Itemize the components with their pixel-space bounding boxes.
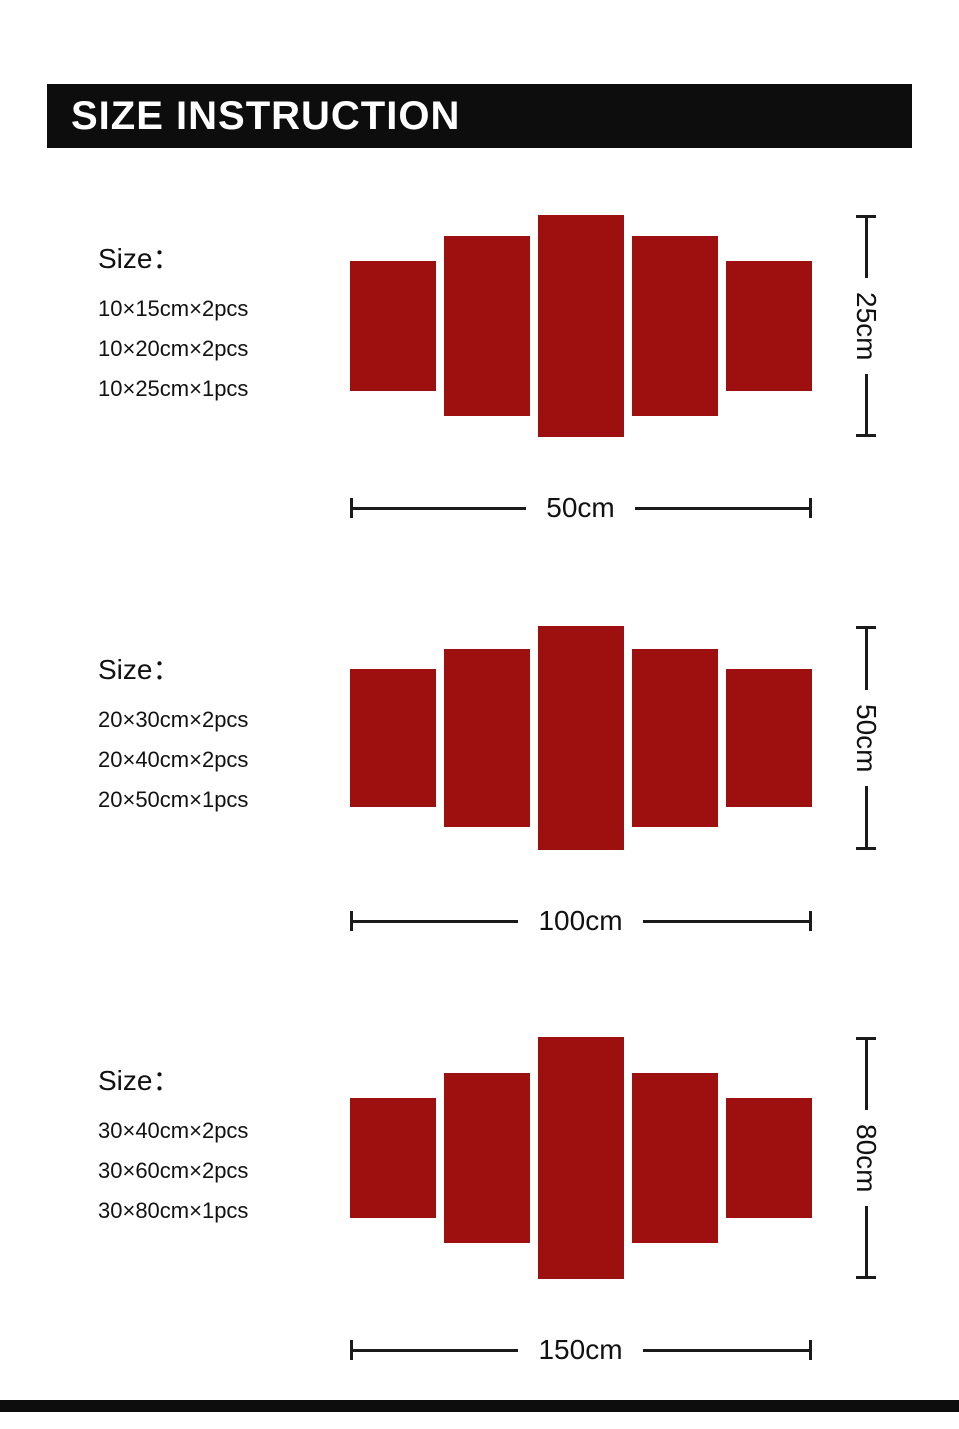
width-dimension: 50cm [349, 492, 812, 524]
dimension-line [352, 1348, 519, 1352]
panel-diagram: 100cm [340, 626, 821, 937]
header-bar: SIZE INSTRUCTION [47, 84, 912, 148]
width-label: 100cm [538, 905, 623, 936]
canvas-panel [349, 1098, 436, 1218]
size-section-medium: Size： 20×30cm×2pcs 20×40cm×2pcs 20×50cm×… [48, 626, 911, 937]
size-spec: 20×40cm×2pcs [98, 747, 249, 772]
height-label: 25cm [851, 291, 882, 361]
dimension-line [864, 1206, 868, 1276]
width-label: 150cm [538, 1334, 623, 1365]
dimension-tick [808, 498, 812, 518]
width-label: 50cm [546, 492, 615, 523]
canvas-panel [443, 236, 530, 416]
panel-diagram: 150cm [340, 1037, 821, 1366]
panel-diagram: 50cm [340, 215, 821, 524]
height-dimension: 50cm [850, 626, 882, 850]
dimension-line [864, 786, 868, 847]
size-spec: 10×25cm×1pcs [98, 376, 249, 401]
dimension-line [642, 919, 809, 923]
canvas-panel [631, 649, 718, 827]
canvas-panel-group [349, 215, 812, 437]
dimension-line [864, 629, 868, 690]
size-spec: 10×15cm×2pcs [98, 296, 249, 321]
dimension-tick [349, 498, 353, 518]
canvas-panel [725, 1098, 812, 1218]
canvas-panel [537, 1037, 624, 1279]
dimension-tick [856, 1276, 876, 1279]
dimension-tick [856, 1037, 876, 1040]
canvas-panel [725, 261, 812, 391]
dimension-line [634, 506, 809, 510]
canvas-panel [631, 236, 718, 416]
size-spec: 30×40cm×2pcs [98, 1118, 249, 1143]
height-dimension-area: 25cm [821, 215, 911, 524]
width-dimension: 150cm [349, 1334, 812, 1366]
height-dimension: 80cm [850, 1037, 882, 1279]
size-label: Size： [98, 654, 181, 685]
size-spec: 30×80cm×1pcs [98, 1198, 249, 1223]
size-section-large: Size： 30×40cm×2pcs 30×60cm×2pcs 30×80cm×… [48, 1037, 911, 1366]
dimension-tick [349, 1340, 353, 1360]
canvas-panel [631, 1073, 718, 1243]
canvas-panel-group [349, 1037, 812, 1279]
height-label: 80cm [851, 1123, 882, 1193]
dimension-line [864, 1040, 868, 1110]
dimension-line [352, 919, 519, 923]
dimension-tick [856, 626, 876, 629]
size-info: Size： 20×30cm×2pcs 20×40cm×2pcs 20×50cm×… [48, 626, 340, 937]
size-spec: 30×60cm×2pcs [98, 1158, 249, 1183]
canvas-panel [537, 215, 624, 437]
page-title: SIZE INSTRUCTION [71, 93, 461, 138]
height-dimension-area: 80cm [821, 1037, 911, 1366]
height-dimension-area: 50cm [821, 626, 911, 937]
canvas-panel-group [349, 626, 812, 850]
height-dimension: 25cm [850, 215, 882, 437]
size-section-small: Size： 10×15cm×2pcs 10×20cm×2pcs 10×25cm×… [48, 215, 911, 524]
dimension-line [864, 374, 868, 434]
dimension-tick [808, 1340, 812, 1360]
size-label: Size： [98, 243, 181, 274]
dimension-line [642, 1348, 809, 1352]
canvas-panel [349, 261, 436, 391]
height-label: 50cm [851, 703, 882, 773]
dimension-line [864, 218, 868, 278]
size-info: Size： 30×40cm×2pcs 30×60cm×2pcs 30×80cm×… [48, 1037, 340, 1366]
canvas-panel [349, 669, 436, 807]
dimension-tick [856, 847, 876, 850]
canvas-panel [443, 649, 530, 827]
dimension-line [352, 506, 527, 510]
canvas-panel [725, 669, 812, 807]
canvas-panel [537, 626, 624, 850]
size-spec: 20×30cm×2pcs [98, 707, 249, 732]
dimension-tick [349, 911, 353, 931]
size-info: Size： 10×15cm×2pcs 10×20cm×2pcs 10×25cm×… [48, 215, 340, 524]
bottom-bar [0, 1400, 959, 1412]
dimension-tick [856, 215, 876, 218]
size-spec: 10×20cm×2pcs [98, 336, 249, 361]
width-dimension: 100cm [349, 905, 812, 937]
dimension-tick [856, 434, 876, 437]
size-spec: 20×50cm×1pcs [98, 787, 249, 812]
size-label: Size： [98, 1065, 181, 1096]
dimension-tick [808, 911, 812, 931]
canvas-panel [443, 1073, 530, 1243]
